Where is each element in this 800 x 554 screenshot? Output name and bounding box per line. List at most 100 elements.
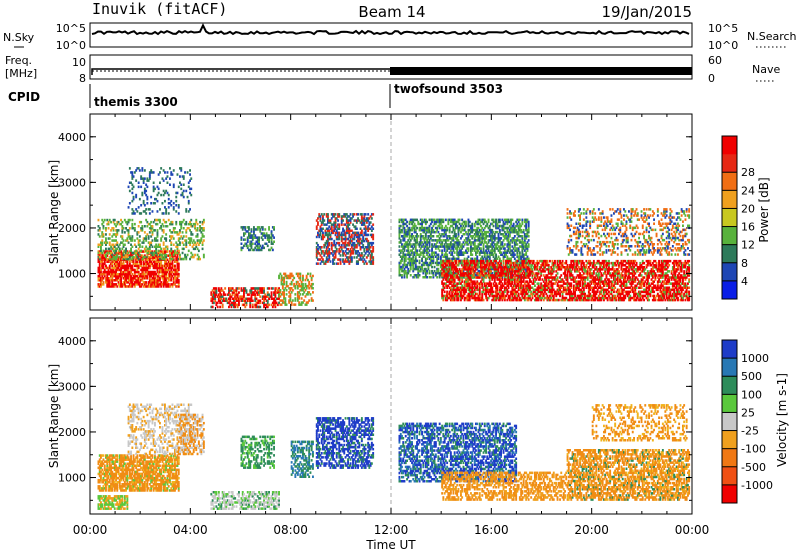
scatter-cell (308, 299, 311, 302)
scatter-cell (141, 256, 144, 259)
scatter-cell (403, 237, 406, 240)
scatter-cell (243, 289, 245, 292)
scatter-cell (102, 262, 105, 266)
scatter-cell (110, 245, 112, 248)
scatter-cell (359, 237, 362, 241)
scatter-cell (448, 251, 451, 254)
scatter-cell (283, 291, 285, 294)
scatter-cell (177, 243, 180, 246)
scatter-cell (140, 264, 143, 268)
scatter-cell (248, 226, 250, 229)
scatter-cell (244, 289, 247, 292)
scatter-cell (302, 276, 304, 280)
scatter-cell (308, 291, 311, 294)
scatter-cell (431, 269, 433, 273)
scatter-cell (241, 226, 244, 229)
scatter-cell (202, 239, 205, 242)
scatter-cell (170, 254, 173, 257)
scatter-cell (465, 288, 467, 292)
scatter-cell (466, 237, 469, 240)
scatter-cell (497, 241, 500, 244)
scatter-cell (131, 279, 134, 282)
scatter-cell (461, 270, 464, 273)
scatter-cell (403, 267, 406, 271)
scatter-cell (164, 260, 166, 263)
scatter-cell (338, 231, 341, 235)
scatter-cell (470, 241, 472, 244)
scatter-cell (416, 237, 418, 240)
scatter-cell (113, 274, 116, 278)
scatter-cell (167, 285, 170, 288)
scatter-cell (161, 272, 164, 276)
scatter-cell (452, 247, 455, 250)
scatter-cell (340, 217, 343, 220)
scatter-cell (269, 236, 272, 239)
scatter-cell (146, 270, 149, 274)
scatter-cell (453, 298, 456, 302)
scatter-cell (339, 262, 342, 265)
scatter-cell (498, 230, 501, 234)
scatter-cell (146, 251, 149, 255)
scatter-cell (461, 278, 464, 281)
scatter-cell (172, 185, 175, 189)
scatter-cell (254, 303, 257, 307)
cpid-label: CPID (8, 90, 40, 104)
scatter-cell (258, 301, 260, 305)
scatter-cell (347, 225, 349, 228)
scatter-cell (350, 260, 353, 263)
scatter-cell (525, 226, 528, 230)
scatter-cell (359, 231, 362, 235)
scatter-cell (486, 230, 489, 234)
scatter-cell (448, 235, 451, 238)
scatter-cell (116, 277, 119, 280)
scatter-cell (176, 270, 179, 274)
scatter-cell (359, 258, 362, 261)
scatter-cell (281, 293, 284, 296)
scatter-cell (100, 245, 102, 248)
scatter-cell (180, 235, 183, 238)
scatter-cell (461, 294, 464, 298)
scatter-cell (362, 235, 365, 239)
scatter-cell (110, 254, 112, 257)
scatter-cell (116, 262, 119, 266)
scatter-cell (348, 219, 351, 222)
scatter-cell (190, 237, 193, 240)
scatter-cell (406, 276, 408, 279)
scatter-cell (128, 202, 131, 205)
scatter-cell (214, 295, 217, 298)
scatter-cell (102, 283, 105, 286)
scatter-cell (156, 283, 159, 286)
scatter-cell (441, 268, 444, 271)
scatter-cell (258, 242, 260, 245)
scatter-cell (121, 231, 124, 234)
scatter-cell (140, 258, 143, 261)
scatter-cell (236, 295, 239, 298)
scatter-cell (409, 245, 412, 248)
scatter-cell (466, 257, 469, 261)
scatter-cell (419, 228, 422, 232)
scatter-cell (177, 283, 180, 286)
scatter-cell (359, 256, 362, 259)
scatter-cell (447, 265, 450, 269)
scatter-cell (268, 234, 270, 237)
scatter-cell (492, 218, 495, 222)
scatter-cell (151, 239, 154, 242)
scatter-cell (478, 271, 481, 275)
scatter-cell (190, 225, 193, 228)
scatter-cell (155, 245, 158, 248)
scatter-cell (491, 222, 494, 226)
scatter-cell (117, 250, 120, 253)
scatter-cell (307, 284, 309, 288)
scatter-cell (417, 253, 420, 256)
scatter-cell (111, 266, 114, 270)
scatter-cell (455, 284, 457, 287)
scatter-cell (157, 285, 160, 288)
scatter-cell (458, 218, 461, 222)
scatter-cell (483, 226, 486, 230)
scatter-cell (327, 254, 329, 257)
scatter-cell (243, 244, 245, 248)
scatter-cell (424, 220, 427, 224)
scatter-cell (281, 291, 284, 294)
scatter-cell (422, 269, 425, 273)
scatter-cell (444, 294, 447, 298)
